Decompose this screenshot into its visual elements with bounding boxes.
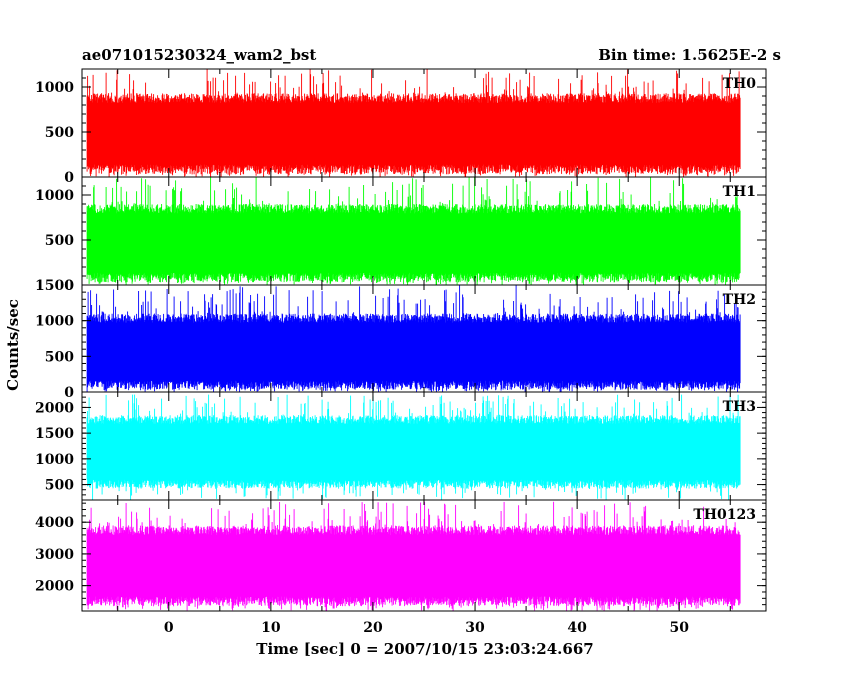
y-tick-label: 1000 (35, 188, 74, 204)
y-tick-label: 2000 (35, 579, 74, 595)
series-th3 (86, 394, 741, 500)
y-tick-label: 1500 (35, 426, 74, 442)
y-tick-label: 1000 (35, 80, 74, 96)
y-tick-label: 1500 (35, 278, 74, 294)
x-tick-label: 40 (567, 620, 587, 636)
y-tick-label: 0 (64, 170, 74, 186)
y-tick-label: 500 (45, 349, 74, 365)
y-tick-label: 1000 (35, 314, 74, 330)
y-tick-label: 0 (64, 278, 74, 294)
y-tick-label: 1000 (35, 452, 74, 468)
y-tick-label: 3000 (35, 547, 74, 563)
series-th0 (86, 69, 741, 177)
series-label: TH0123 (693, 507, 756, 523)
panel-th3: TH3 500 1000 1500 2000 (35, 391, 767, 501)
series-th1 (86, 177, 741, 285)
y-tick-label: 500 (45, 478, 74, 494)
series-label: TH0 (723, 76, 757, 92)
y-axis-label: Counts/sec (4, 299, 22, 391)
x-tick-label: 10 (261, 620, 281, 636)
x-tick-label: 0 (164, 620, 174, 636)
series-th2 (86, 285, 741, 392)
x-tick-label: 30 (465, 620, 485, 636)
x-axis-label: Time [sec] 0 = 2007/10/15 23:03:24.667 (256, 640, 593, 658)
chart-title: ae071015230324_wam2_bst (82, 46, 316, 64)
y-tick-label: 500 (45, 233, 74, 249)
series-label: TH3 (723, 399, 756, 415)
series-th0123 (86, 501, 741, 611)
panel-th2: TH2 0 500 1000 1500 (35, 278, 767, 401)
x-tick-label: 20 (363, 620, 383, 636)
panel-th0123: TH0123 2000 3000 4000 (35, 499, 767, 612)
panels-group: TH005001000TH105001000TH2050010001500TH3… (35, 68, 767, 636)
y-tick-label: 2000 (35, 400, 74, 416)
series-label: TH1 (723, 184, 756, 200)
panel-th1: TH1 0 500 1000 (35, 176, 767, 294)
series-label: TH2 (723, 292, 756, 308)
panel-th0: TH0 0 500 1000 (35, 68, 767, 186)
x-tick-label: 50 (669, 620, 689, 636)
y-tick-label: 0 (64, 385, 74, 401)
y-tick-label: 4000 (35, 515, 74, 531)
bin-time-label: Bin time: 1.5625E-2 s (598, 46, 781, 64)
y-tick-label: 500 (45, 125, 74, 141)
